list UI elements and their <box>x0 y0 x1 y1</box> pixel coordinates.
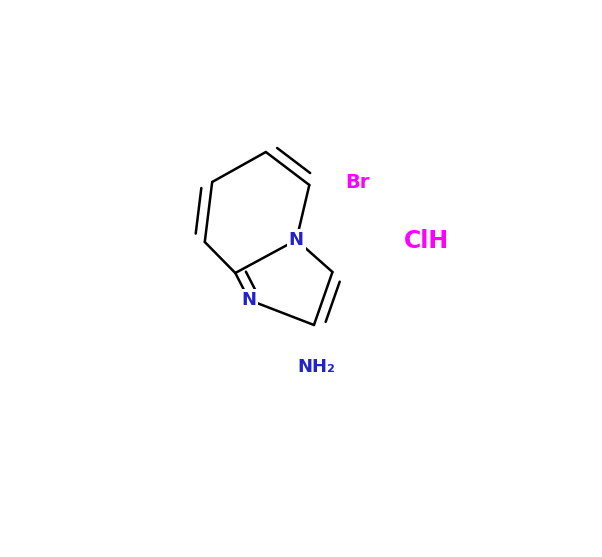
Text: NH₂: NH₂ <box>298 358 336 376</box>
Text: ClH: ClH <box>404 228 449 253</box>
Text: N: N <box>289 231 304 249</box>
Text: N: N <box>241 291 256 309</box>
Text: Br: Br <box>346 173 370 192</box>
